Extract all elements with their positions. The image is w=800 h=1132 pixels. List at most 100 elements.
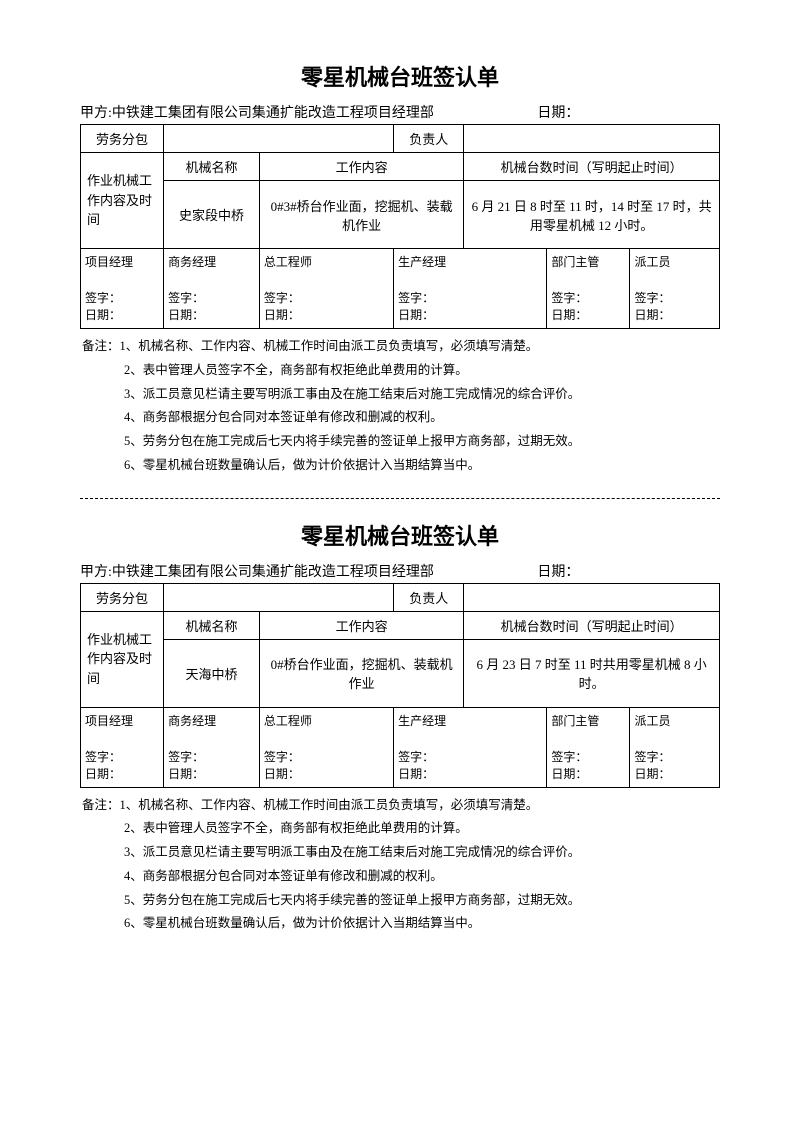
notes-line: 4、商务部根据分包合同对本签证单有修改和删减的权利。 (82, 406, 720, 430)
notes-line: 备注：1、机械名称、工作内容、机械工作时间由派工员负责填写，必须填写清楚。 (82, 335, 720, 359)
role-label: 项目经理 (85, 712, 159, 729)
sign-date-label: 日期： (85, 767, 121, 781)
party-a-label: 甲方:中铁建工集团有限公司集通扩能改造工程项目经理部 (80, 102, 434, 122)
role-label: 商务经理 (168, 253, 255, 270)
sig-chief-engineer: 总工程师 签字： 日期： (259, 707, 393, 787)
sign-label: 签字： (168, 750, 204, 764)
main-table: 劳务分包 负责人 作业机械工作内容及时间 机械名称 工作内容 机械台数时间（写明… (80, 583, 720, 788)
form-title: 零星机械台班签认单 (80, 60, 720, 92)
notes-line: 4、商务部根据分包合同对本签证单有修改和删减的权利。 (82, 865, 720, 889)
sign-label: 签字： (85, 291, 121, 305)
notes-line: 6、零星机械台班数量确认后，做为计价依据计入当期结算当中。 (82, 454, 720, 478)
sign-label: 签字： (85, 750, 121, 764)
sig-dept-supervisor: 部门主管 签字： 日期： (547, 249, 630, 329)
table-row: 作业机械工作内容及时间 机械名称 工作内容 机械台数时间（写明起止时间） (81, 153, 720, 181)
sig-production-manager: 生产经理 签字： 日期： (394, 249, 547, 329)
labor-sub-value (164, 583, 394, 611)
date-label: 日期： (537, 561, 579, 581)
header-line: 甲方:中铁建工集团有限公司集通扩能改造工程项目经理部 日期： (80, 102, 720, 122)
form-title: 零星机械台班签认单 (80, 519, 720, 551)
sign-label: 签字： (634, 291, 670, 305)
notes-line: 3、派工员意见栏请主要写明派工事由及在施工结束后对施工完成情况的综合评价。 (82, 383, 720, 407)
sign-date-label: 日期： (85, 308, 121, 322)
role-label: 总工程师 (264, 253, 389, 270)
sign-label: 签字： (398, 291, 434, 305)
sign-label: 签字： (398, 750, 434, 764)
notes-line: 3、派工员意见栏请主要写明派工事由及在施工结束后对施工完成情况的综合评价。 (82, 841, 720, 865)
form-2: 零星机械台班签认单 甲方:中铁建工集团有限公司集通扩能改造工程项目经理部 日期：… (80, 519, 720, 937)
col-machine-name: 机械名称 (164, 611, 260, 639)
role-label: 派工员 (634, 712, 715, 729)
responsible-label: 负责人 (394, 583, 464, 611)
sign-date-label: 日期： (551, 308, 587, 322)
role-label: 派工员 (634, 253, 715, 270)
notes-prefix: 备注： (82, 339, 120, 353)
notes-line: 备注：1、机械名称、工作内容、机械工作时间由派工员负责填写，必须填写清楚。 (82, 794, 720, 818)
table-row: 劳务分包 负责人 (81, 583, 720, 611)
machine-name-value: 天海中桥 (164, 639, 260, 707)
sign-label: 签字： (551, 291, 587, 305)
work-content-value: 0#3#桥台作业面，挖掘机、装载机作业 (259, 181, 463, 249)
col-machine-time: 机械台数时间（写明起止时间） (464, 611, 720, 639)
responsible-label: 负责人 (394, 125, 464, 153)
col-machine-time: 机械台数时间（写明起止时间） (464, 153, 720, 181)
sign-label: 签字： (168, 291, 204, 305)
sign-label: 签字： (264, 291, 300, 305)
sign-date-label: 日期： (634, 767, 670, 781)
sig-dispatcher: 派工员 签字： 日期： (630, 249, 720, 329)
table-row: 劳务分包 负责人 (81, 125, 720, 153)
sign-date-label: 日期： (551, 767, 587, 781)
table-row: 史家段中桥 0#3#桥台作业面，挖掘机、装载机作业 6 月 21 日 8 时至 … (81, 181, 720, 249)
role-label: 部门主管 (551, 253, 625, 270)
sig-project-manager: 项目经理 签字： 日期： (81, 707, 164, 787)
role-label: 总工程师 (264, 712, 389, 729)
sig-production-manager: 生产经理 签字： 日期： (394, 707, 547, 787)
sig-dispatcher: 派工员 签字： 日期： (630, 707, 720, 787)
sign-date-label: 日期： (264, 308, 300, 322)
signature-row: 项目经理 签字： 日期： 商务经理 签字： 日期： 总工程师 签字： 日期： (81, 249, 720, 329)
sig-dept-supervisor: 部门主管 签字： 日期： (547, 707, 630, 787)
responsible-value (464, 125, 720, 153)
section-divider (80, 498, 720, 499)
notes-prefix: 备注： (82, 798, 120, 812)
col-machine-name: 机械名称 (164, 153, 260, 181)
sig-business-manager: 商务经理 签字： 日期： (164, 707, 260, 787)
notes-line: 5、劳务分包在施工完成后七天内将手续完善的签证单上报甲方商务部，过期无效。 (82, 430, 720, 454)
notes-line: 2、表中管理人员签字不全，商务部有权拒绝此单费用的计算。 (82, 817, 720, 841)
labor-sub-value (164, 125, 394, 153)
sign-date-label: 日期： (398, 767, 434, 781)
role-label: 商务经理 (168, 712, 255, 729)
sig-business-manager: 商务经理 签字： 日期： (164, 249, 260, 329)
signature-row: 项目经理 签字： 日期： 商务经理 签字： 日期： 总工程师 签字： 日期： (81, 707, 720, 787)
form-1: 零星机械台班签认单 甲方:中铁建工集团有限公司集通扩能改造工程项目经理部 日期：… (80, 60, 720, 478)
labor-sub-label: 劳务分包 (81, 583, 164, 611)
sig-project-manager: 项目经理 签字： 日期： (81, 249, 164, 329)
role-label: 生产经理 (398, 712, 542, 729)
sign-date-label: 日期： (264, 767, 300, 781)
table-row: 天海中桥 0#桥台作业面，挖掘机、装载机作业 6 月 23 日 7 时至 11 … (81, 639, 720, 707)
sign-date-label: 日期： (168, 767, 204, 781)
labor-sub-label: 劳务分包 (81, 125, 164, 153)
col-work-content: 工作内容 (259, 153, 463, 181)
date-label: 日期： (537, 102, 579, 122)
work-section-label: 作业机械工作内容及时间 (81, 153, 164, 249)
role-label: 项目经理 (85, 253, 159, 270)
sign-label: 签字： (551, 750, 587, 764)
notes-line: 2、表中管理人员签字不全，商务部有权拒绝此单费用的计算。 (82, 359, 720, 383)
responsible-value (464, 583, 720, 611)
work-section-label: 作业机械工作内容及时间 (81, 611, 164, 707)
work-content-value: 0#桥台作业面，挖掘机、装载机作业 (259, 639, 463, 707)
col-work-content: 工作内容 (259, 611, 463, 639)
party-a-label: 甲方:中铁建工集团有限公司集通扩能改造工程项目经理部 (80, 561, 434, 581)
sign-date-label: 日期： (634, 308, 670, 322)
sign-date-label: 日期： (398, 308, 434, 322)
table-row: 作业机械工作内容及时间 机械名称 工作内容 机械台数时间（写明起止时间） (81, 611, 720, 639)
sign-label: 签字： (264, 750, 300, 764)
notes-section: 备注：1、机械名称、工作内容、机械工作时间由派工员负责填写，必须填写清楚。 2、… (80, 335, 720, 478)
header-line: 甲方:中铁建工集团有限公司集通扩能改造工程项目经理部 日期： (80, 561, 720, 581)
machine-time-value: 6 月 23 日 7 时至 11 时共用零星机械 8 小时。 (464, 639, 720, 707)
main-table: 劳务分包 负责人 作业机械工作内容及时间 机械名称 工作内容 机械台数时间（写明… (80, 124, 720, 329)
sign-date-label: 日期： (168, 308, 204, 322)
role-label: 生产经理 (398, 253, 542, 270)
role-label: 部门主管 (551, 712, 625, 729)
